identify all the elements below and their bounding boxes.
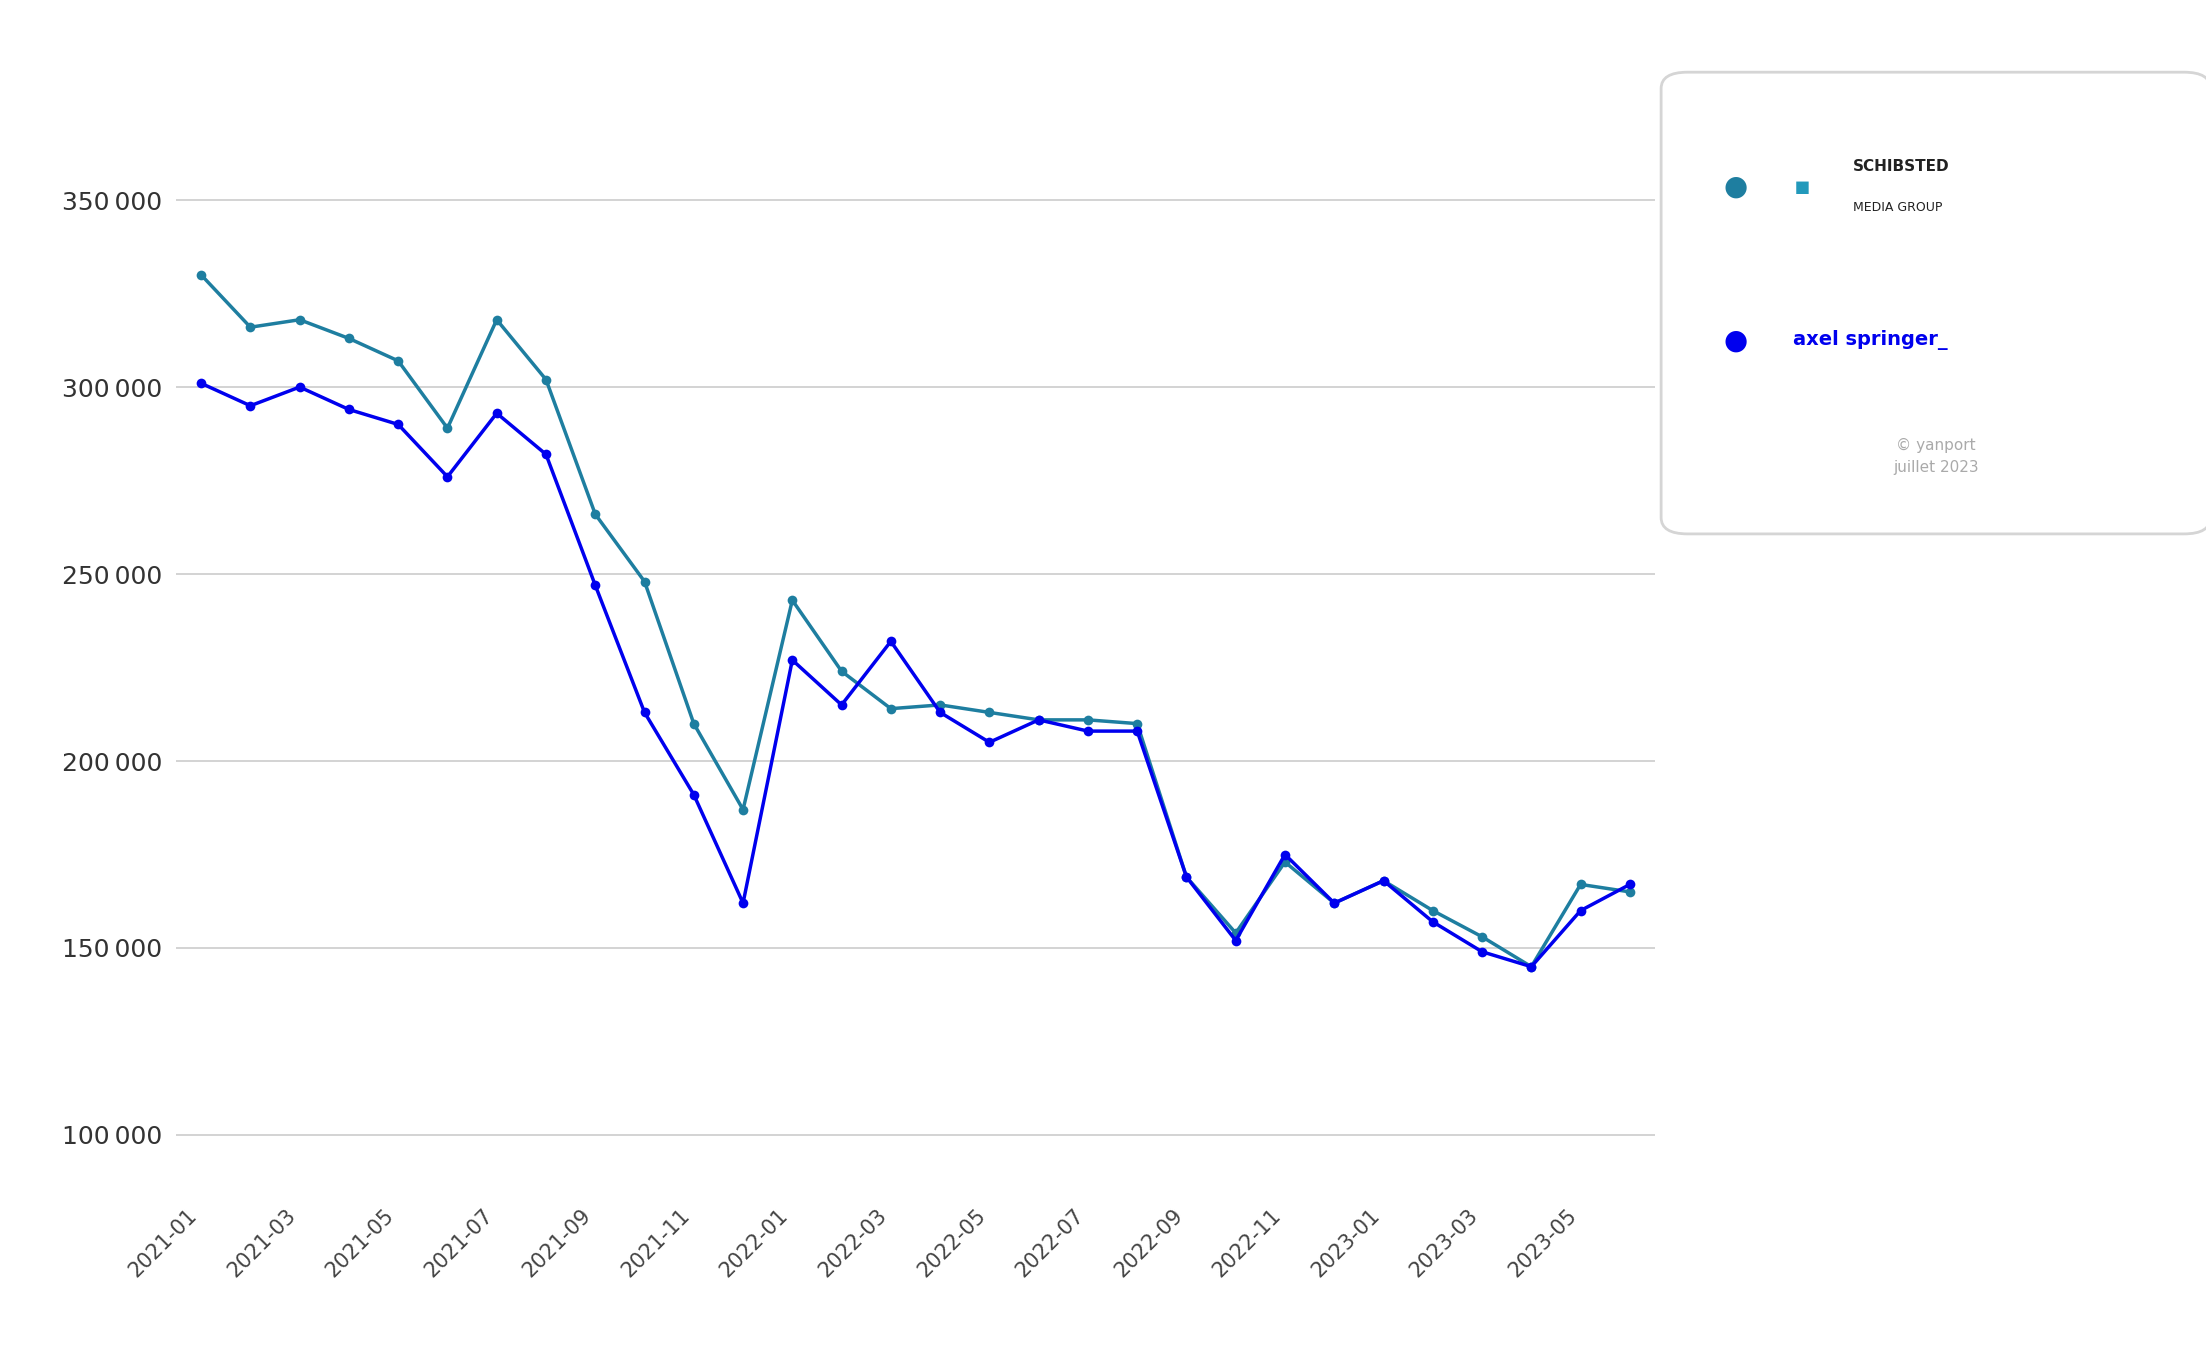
Text: ▪: ▪ [1793, 174, 1811, 199]
Text: ●: ● [1725, 327, 1747, 354]
Text: SCHIBSTED: SCHIBSTED [1853, 158, 1950, 174]
Text: MEDIA GROUP: MEDIA GROUP [1853, 200, 1943, 214]
Text: © yanport
juillet 2023: © yanport juillet 2023 [1893, 437, 1979, 475]
Text: ●: ● [1725, 173, 1747, 200]
Text: axel springer_: axel springer_ [1793, 331, 1948, 350]
